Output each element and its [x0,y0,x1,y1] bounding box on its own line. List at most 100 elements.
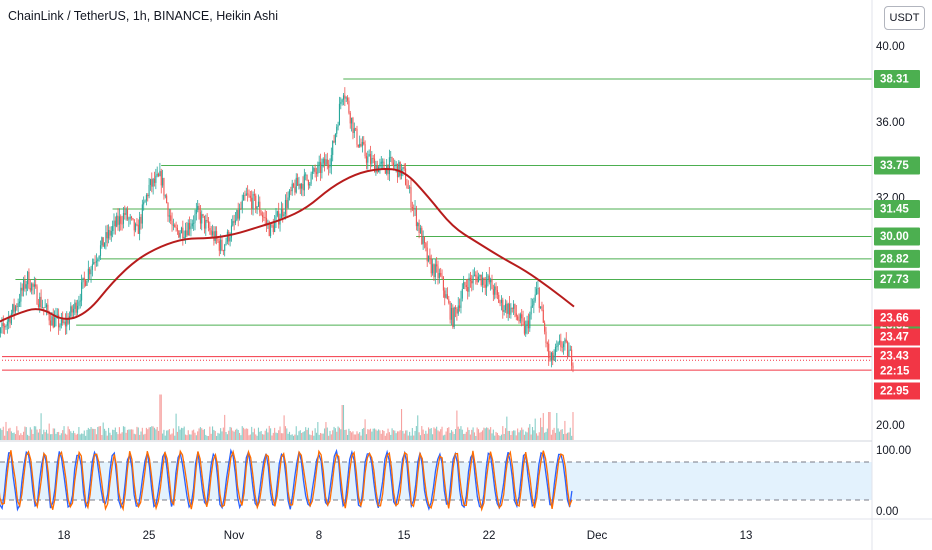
candle-body [60,317,62,326]
volume-bar [542,413,544,440]
candle-body [128,218,130,220]
volume-bar [49,434,52,440]
volume-bar [410,435,412,440]
candle-body [549,358,551,361]
volume-bar [309,434,311,440]
volume-bar [301,433,303,440]
candle-body [535,288,538,295]
candle-body [66,318,68,327]
volume-bar [360,435,362,440]
price-axis[interactable]: 40.0036.0032.0020.0038.3133.7531.4530.00… [874,41,920,518]
candle-body [534,294,536,301]
candle-body [106,232,108,239]
candle-body [471,280,473,284]
candle-body [237,210,239,219]
volume-bar [552,429,554,440]
price-tick-label: 36.00 [876,117,905,129]
volume-bar [85,435,87,440]
volume-bar [47,433,49,440]
volume-bar [498,435,500,440]
volume-bar [556,412,558,440]
volume-bar [332,430,334,440]
time-tick-label: 18 [58,530,71,542]
volume-bar [54,428,56,440]
volume-bar [429,428,431,440]
volume-bar [125,432,127,440]
candle-body [361,141,363,147]
currency-button[interactable]: USDT [884,6,925,30]
candle-body [292,183,295,187]
volume-bar [39,429,41,440]
volume-bar [133,433,135,440]
volume-bar [371,431,373,440]
volume-bar [544,432,546,440]
volume-bar [55,433,57,440]
candle-body [368,154,370,157]
candle-body [369,154,372,164]
volume-bar [160,394,162,440]
volume-bar [110,435,112,440]
candle-body [554,346,556,356]
candle-body [74,302,76,309]
volume-bar [341,405,343,440]
candle-body [27,271,29,285]
volume-bar [396,431,399,440]
candle-body [182,227,184,239]
volume-bar [268,425,270,440]
volume-bar [400,409,403,440]
candle-body [561,346,563,348]
volume-bar [149,427,151,440]
volume-bar [191,430,193,440]
candle-body [71,306,73,313]
candle-body [379,163,381,167]
candle-body [419,227,421,234]
volume-bar [214,430,216,440]
volume-bar [97,426,99,440]
candle-body [126,209,129,220]
candle-body [459,305,461,308]
candle-body [427,255,430,262]
candle-body [13,304,15,312]
candle-body [348,100,350,113]
volume-bar [129,429,131,440]
candle-body [79,300,81,302]
candle-body [162,178,164,186]
candle-body [513,303,515,309]
candle-body [336,126,338,134]
candle-body [2,323,4,327]
volume-bar [259,431,261,440]
candle-body [523,321,525,334]
volume-bar [548,412,550,440]
candle-body [346,97,349,101]
candle-body [164,195,166,197]
candle-body [20,287,22,302]
volume-bar [1,430,3,440]
candle-body [253,193,255,196]
volume-bar [0,428,2,440]
volume-bar [248,435,250,440]
candle-body [236,210,238,221]
time-axis[interactable]: 18 25 Nov 8 15 22 Dec 13 [58,530,753,542]
candle-body [270,224,272,237]
volume-bar [260,431,262,440]
candle-body [357,144,359,147]
candle-body [78,301,80,306]
volume-bar [174,435,176,440]
candle-body [525,326,527,334]
volume-bar [122,426,124,440]
volume-bar [427,427,430,440]
candle-body [500,299,502,303]
volume-bar [202,429,204,440]
stochastic-pane [0,448,872,512]
candle-body [560,340,562,347]
volume-bar [469,434,471,440]
volume-bar [468,429,470,440]
volume-bar [318,434,320,440]
candle-body [391,157,393,163]
candle-body [494,286,496,295]
candle-body [425,243,427,248]
volume-bar [572,412,574,440]
volume-bar [207,435,210,440]
volume-bar [499,435,501,440]
